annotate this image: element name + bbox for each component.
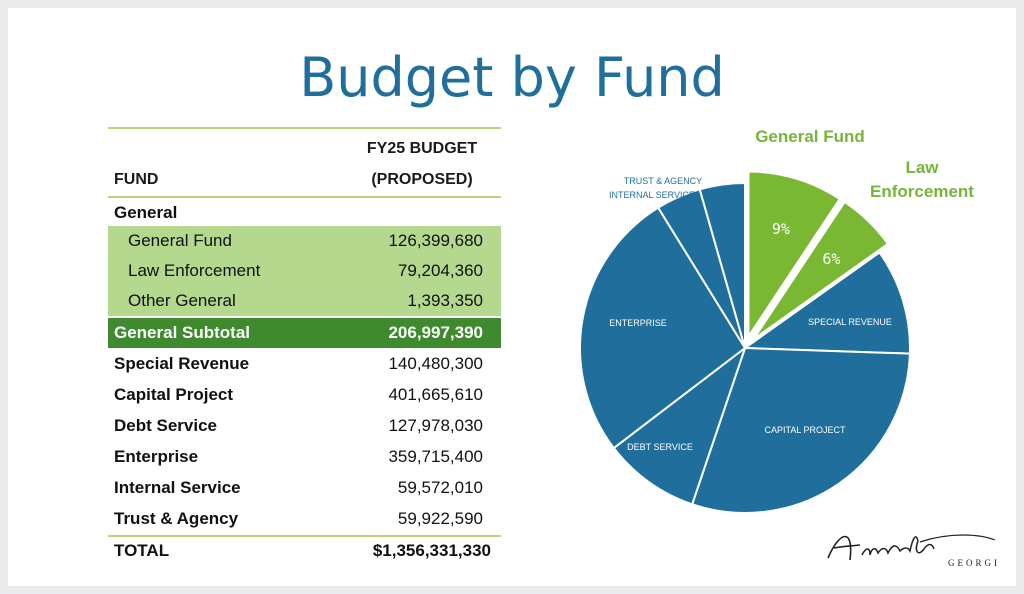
row-value: $1,356,331,330 [372,541,491,560]
table-row-general-subtotal: General Subtotal 206,997,390 [108,318,501,348]
row-label: Other General [128,291,236,310]
row-value: 401,665,610 [388,385,483,404]
row-value: 1,393,350 [407,291,483,310]
slide-title: Budget by Fund [299,46,725,109]
budget-pie-chart: 9% 6% SPECIAL REVENUE CAPITAL PROJECT DEBT S… [579,170,911,514]
budget-column-header-line2: (PROPOSED) [371,171,473,188]
row-value: 140,480,300 [388,354,483,373]
table-row-trust-agency: Trust & Agency 59,922,590 [108,504,501,534]
augusta-georgia-logo: GEORGIA [827,534,1000,568]
row-value: 79,204,360 [397,261,483,280]
group-row-general: General [108,198,501,228]
table-row-internal-service: Internal Service 59,572,010 [108,473,501,503]
pie-slice [747,170,842,340]
pie-percent-label: 6% [822,250,840,268]
table-row-enterprise: Enterprise 359,715,400 [108,442,501,472]
row-label: Internal Service [114,478,241,497]
pie-category-label: INTERNAL SERVICE [609,190,695,200]
pie-category-label: CAPITAL PROJECT [764,425,846,435]
row-label: Special Revenue [114,354,250,373]
table-row-law-enforcement: Law Enforcement 79,204,360 [108,256,501,286]
table-row-special-revenue: Special Revenue 140,480,300 [108,349,501,379]
logo-subtitle: GEORGIA [948,558,1000,568]
row-label: TOTAL [114,541,170,560]
pie-category-label: DEBT SERVICE [627,442,693,452]
pie-slice [698,181,746,349]
group-label: General [114,203,178,222]
pie-slice [579,206,747,450]
row-value: 59,922,590 [397,509,483,528]
row-value: 59,572,010 [397,478,483,497]
total-rule [108,535,501,537]
row-label: Enterprise [114,447,199,466]
row-label: Trust & Agency [114,509,239,528]
header-rule [108,196,501,198]
callout-law-line2: Enforcement [870,182,974,201]
table-row-debt-service: Debt Service 127,978,030 [108,411,501,441]
callout-general-fund: General Fund [755,127,865,146]
table-row-other-general: Other General 1,393,350 [108,286,501,316]
row-label: Capital Project [114,385,234,404]
row-value: 359,715,400 [388,447,483,466]
table-row-capital-project: Capital Project 401,665,610 [108,380,501,410]
pie-percent-label: 9% [772,220,790,238]
row-label: General Fund [128,231,232,250]
budget-column-header-line1: FY25 BUDGET [366,140,478,157]
table-top-rule [108,127,501,129]
pie-slice [742,251,911,355]
pie-slice [690,346,911,514]
pie-slice [612,345,747,506]
row-label: General Subtotal [114,323,251,342]
row-value: 127,978,030 [388,416,483,435]
row-label: Law Enforcement [128,261,261,280]
pie-category-label: TRUST & AGENCY [624,176,702,186]
row-label: Debt Service [114,416,217,435]
pie-category-label: ENTERPRISE [609,318,667,328]
fund-column-header: FUND [114,171,159,188]
pie-slice [752,200,890,341]
row-value: 206,997,390 [388,323,483,342]
row-value: 126,399,680 [388,231,483,250]
table-row-general-fund: General Fund 126,399,680 [108,226,501,256]
callout-law-line1: Law [905,158,939,177]
pie-category-label: SPECIAL REVENUE [808,317,892,327]
table-row-total: TOTAL $1,356,331,330 [108,536,501,566]
